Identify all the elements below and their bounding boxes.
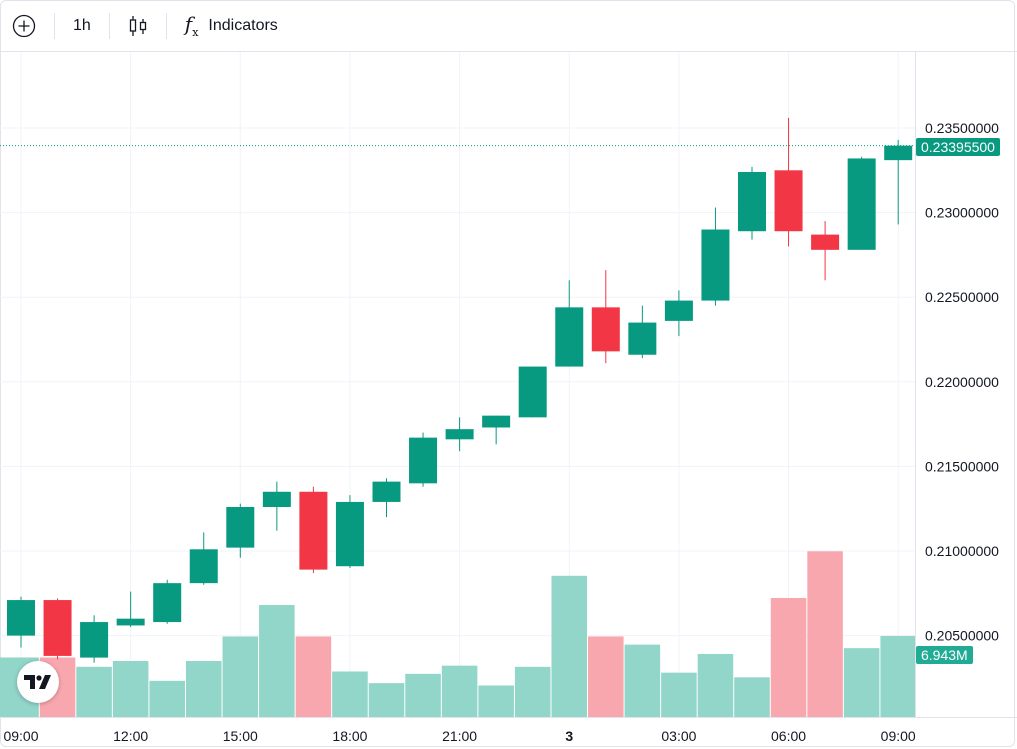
candle-up [409, 437, 438, 484]
volume-bar [185, 660, 222, 717]
time-axis-label: 21:00 [442, 728, 477, 744]
candle-up [738, 171, 766, 232]
time-axis-label: 12:00 [113, 728, 148, 744]
volume-bar [770, 597, 807, 717]
price-axis-label: 0.22000000 [925, 374, 999, 390]
volume-bar [697, 653, 734, 717]
candle-up [701, 229, 730, 301]
candle-up [884, 145, 913, 161]
candlestick-chart[interactable]: 0.23500000 0.23000000 0.22500000 0.22000000… [0, 52, 1017, 749]
candle-up [116, 618, 145, 626]
candle-up [518, 366, 547, 418]
candle-up [847, 158, 876, 250]
candle-up [445, 429, 474, 440]
volume-bar [368, 683, 405, 717]
candle-up [226, 507, 255, 548]
candle-down [591, 307, 620, 352]
chart-type-button[interactable] [118, 8, 158, 44]
candle-up [153, 583, 182, 623]
volume-bar [588, 636, 624, 717]
fx-icon: fx [184, 12, 199, 39]
candle-up [372, 481, 401, 502]
circle-plus-icon [12, 14, 36, 37]
toolbar-divider [165, 12, 167, 39]
interval-label: 1h [73, 16, 91, 34]
candle-up [80, 622, 109, 658]
volume-bar [441, 665, 478, 717]
volume-bar [624, 644, 661, 717]
chart-toolbar: 1h fx Indicators [0, 0, 1017, 52]
add-symbol-button[interactable] [0, 8, 46, 44]
candle-up [262, 491, 291, 508]
volume-bar [222, 636, 259, 717]
time-axis-label: 3 [565, 728, 573, 744]
volume-bar [332, 671, 368, 717]
candle-up [664, 300, 693, 321]
candle-up [189, 549, 218, 584]
candle-down [811, 234, 840, 250]
price-axis-label: 0.22500000 [925, 289, 999, 305]
last-volume-badge: 6.943M [916, 645, 973, 664]
interval-button[interactable]: 1h [63, 8, 101, 44]
candle-up [628, 322, 657, 355]
candle-down [43, 600, 72, 656]
time-axis-label: 18:00 [332, 728, 367, 744]
volume-bar [807, 551, 843, 717]
time-axis-label: 15:00 [223, 728, 258, 744]
volume-bar [843, 648, 880, 717]
candle-up [335, 501, 364, 567]
price-axis-label: 0.21000000 [925, 543, 999, 559]
volume-bar [514, 666, 551, 717]
tradingview-logo-icon [24, 675, 51, 689]
candle-up [7, 600, 35, 636]
candle-down [299, 491, 328, 570]
time-axis-label: 03:00 [661, 728, 696, 744]
candle-up [482, 415, 511, 428]
price-axis-label: 0.21500000 [925, 458, 999, 474]
time-axis-label: 09:00 [3, 728, 38, 744]
volume-bar [76, 666, 112, 717]
candles-icon [129, 15, 146, 36]
candle-up [555, 307, 584, 367]
time-axis-label: 09:00 [881, 728, 916, 744]
indicators-button[interactable]: fx Indicators [175, 8, 288, 44]
volume-bar [112, 660, 149, 717]
volume-bar [880, 635, 916, 717]
volume-bar [295, 636, 332, 717]
volume-bar [478, 685, 514, 717]
indicators-label: Indicators [208, 16, 278, 34]
volume-bar [551, 575, 588, 717]
last-price-badge: 0.23395500 [916, 138, 1000, 156]
tradingview-logo[interactable] [17, 661, 59, 703]
time-axis-label: 06:00 [771, 728, 806, 744]
toolbar-divider [54, 12, 55, 39]
candle-down [774, 170, 803, 232]
volume-bar [734, 677, 770, 717]
toolbar-divider [108, 12, 110, 39]
volume-bar [149, 680, 185, 717]
price-axis-label: 0.23500000 [925, 120, 999, 136]
volume-bar [661, 672, 697, 717]
price-axis-label: 0.20500000 [925, 628, 999, 644]
volume-bar [259, 604, 295, 717]
volume-bar [405, 673, 441, 717]
price-axis-label: 0.23000000 [925, 205, 999, 221]
